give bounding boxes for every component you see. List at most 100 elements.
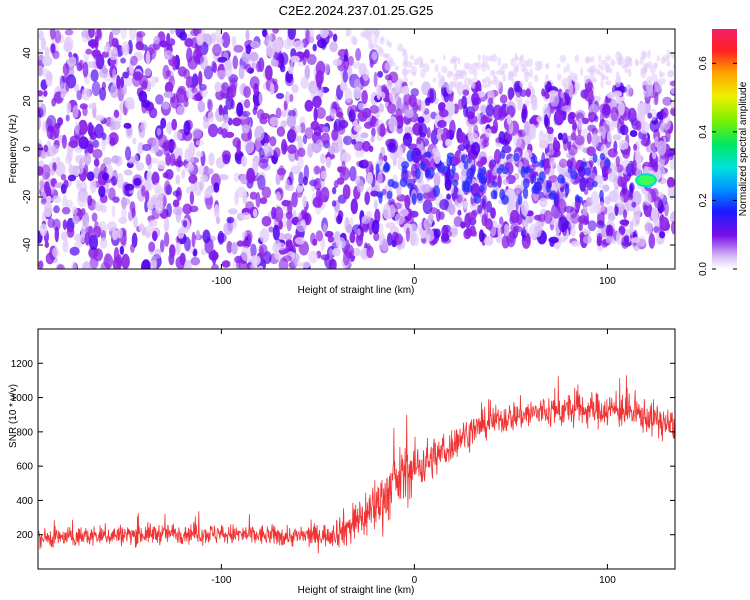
heatmap-blob — [218, 174, 229, 181]
heatmap-blob — [410, 88, 420, 97]
heatmap-blob — [612, 134, 622, 141]
heatmap-blob — [667, 70, 674, 78]
heatmap-blob — [538, 130, 545, 143]
heatmap-blob — [245, 63, 252, 73]
heatmap-blob — [298, 171, 304, 187]
heatmap-blob — [556, 63, 561, 69]
heatmap-blob — [656, 140, 667, 156]
heatmap-blob — [507, 134, 512, 142]
heatmap-blob — [132, 72, 142, 87]
heatmap-blob — [571, 240, 581, 247]
heatmap-blob — [56, 264, 65, 269]
heatmap-blob — [616, 58, 621, 65]
heatmap-blob — [195, 151, 204, 158]
heatmap-blob — [371, 127, 376, 138]
heatmap-blob — [264, 65, 273, 81]
heatmap-blob — [111, 205, 116, 218]
heatmap-blob — [500, 225, 505, 235]
heatmap-blob — [373, 231, 380, 242]
heatmap-blob — [463, 161, 468, 170]
heatmap-blob — [422, 63, 430, 73]
heatmap-blob — [60, 174, 67, 181]
heatmap-blob — [570, 132, 577, 141]
heatmap-blob — [633, 143, 638, 151]
heatmap-blob — [199, 54, 208, 70]
heatmap-blob — [131, 137, 137, 145]
heatmap-blob — [624, 68, 630, 74]
heatmap-blob — [249, 191, 258, 200]
heatmap-blob — [85, 48, 93, 55]
heatmap-blob — [174, 160, 185, 168]
heatmap-blob — [583, 188, 589, 195]
heatmap-blob — [304, 213, 309, 225]
heatmap-blob — [44, 46, 50, 58]
heatmap-blob — [176, 105, 186, 116]
heatmap-blob — [531, 101, 538, 111]
heatmap-blob — [121, 253, 130, 269]
heatmap-blob — [373, 71, 378, 88]
heatmap-blob — [173, 206, 184, 216]
heatmap-blob — [521, 200, 529, 217]
heatmap-blob — [116, 172, 124, 189]
heatmap-blob — [379, 123, 386, 138]
heatmap-blob — [628, 192, 634, 201]
heatmap-blob — [118, 216, 128, 225]
heatmap-blob — [191, 93, 202, 101]
bottom-y-tick-label: 200 — [16, 530, 33, 541]
heatmap-blob — [616, 230, 622, 245]
heatmap-blob — [205, 194, 213, 210]
heatmap-blob — [518, 129, 526, 138]
heatmap-blob — [257, 174, 266, 191]
heatmap-blob — [650, 108, 657, 121]
heatmap-blob — [303, 164, 310, 181]
heatmap-blob — [62, 63, 70, 76]
heatmap-blob — [592, 180, 598, 188]
heatmap-blob — [121, 206, 127, 220]
heatmap-blob — [631, 201, 637, 208]
heatmap-blob — [164, 180, 171, 195]
heatmap-blob — [315, 230, 323, 242]
heatmap-blob — [189, 191, 195, 205]
heatmap-blob — [466, 157, 472, 164]
heatmap-blob — [315, 70, 324, 86]
heatmap-blob — [52, 144, 59, 154]
heatmap-blob — [530, 156, 536, 163]
heatmap-blob — [356, 179, 364, 193]
heatmap-blob — [610, 59, 616, 67]
heatmap-blob — [145, 153, 152, 166]
heatmap-blob — [654, 91, 659, 106]
heatmap-blob — [502, 74, 507, 82]
heatmap-blob — [133, 177, 142, 186]
heatmap-blob — [103, 253, 114, 269]
heatmap-blob — [561, 132, 568, 145]
heatmap-blob — [417, 192, 423, 202]
heatmap-blob — [217, 230, 225, 245]
heatmap-blob — [88, 103, 97, 110]
heatmap-blob — [524, 98, 530, 107]
heatmap-blob — [626, 198, 636, 212]
heatmap-blob — [182, 220, 188, 228]
heatmap-blob — [512, 133, 523, 149]
heatmap-blob — [380, 36, 385, 42]
heatmap-blob — [470, 164, 476, 174]
heatmap-blob — [282, 255, 292, 262]
heatmap-blob — [272, 78, 278, 85]
heatmap-blob — [347, 20, 353, 28]
heatmap-blob — [539, 159, 545, 169]
heatmap-blob — [256, 60, 261, 73]
heatmap-blob — [38, 90, 44, 97]
bottom-y-tick-label: 400 — [16, 496, 33, 507]
bottom-x-tick-label: 0 — [412, 575, 418, 586]
heatmap-blob — [582, 202, 588, 218]
heatmap-blob — [438, 109, 449, 118]
heatmap-blob — [539, 197, 548, 208]
heatmap-blob — [184, 236, 191, 252]
heatmap-blob — [313, 126, 322, 137]
heatmap-blob — [280, 64, 286, 73]
heatmap-blob — [536, 116, 543, 123]
heatmap-blob — [493, 74, 497, 81]
heatmap-blob — [524, 149, 532, 161]
heatmap-blob — [184, 259, 192, 269]
heatmap-blob — [656, 55, 661, 62]
heatmap-blob — [411, 193, 417, 205]
